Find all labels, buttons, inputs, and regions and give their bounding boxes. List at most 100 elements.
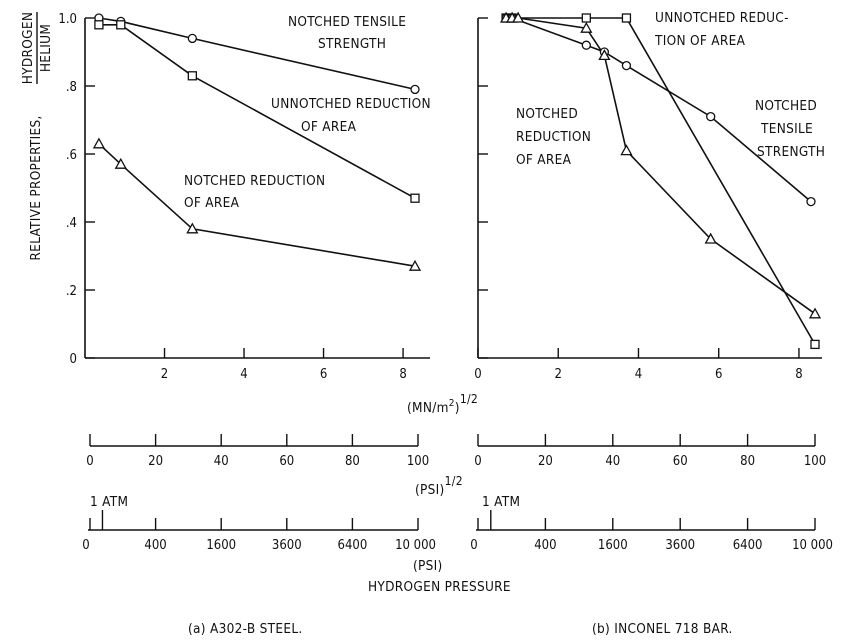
panel-b-triangle-marker bbox=[704, 232, 717, 244]
panel-b-series-lines bbox=[506, 17, 816, 345]
panel-a-xtick-label: 8 bbox=[399, 367, 406, 382]
psi-tick-label-b: 3600 bbox=[665, 538, 695, 553]
psi-tick-label-b: 0 bbox=[470, 538, 477, 553]
psi-sqrt-tick-label-a: 0 bbox=[86, 454, 93, 469]
caption-panel-b: (b) INCONEL 718 BAR. bbox=[592, 621, 733, 637]
panel-a-xtick-label: 2 bbox=[161, 367, 168, 382]
panel-b-circle-marker bbox=[706, 111, 716, 122]
psi-sqrt-tick-label-b: 0 bbox=[474, 454, 481, 469]
panel-b-xtick-label: 2 bbox=[555, 367, 562, 382]
panel-b-series-line-square bbox=[506, 17, 816, 345]
panel-a-series-markers bbox=[92, 13, 422, 271]
panel-a-x-ticks: 2 4 6 8 bbox=[161, 348, 407, 382]
panel-b-circle-marker bbox=[806, 196, 816, 207]
panel-b-y-ticks bbox=[478, 17, 488, 359]
label-b-nts-line2: TENSILE bbox=[760, 121, 813, 137]
x-axis-label-main: (MN/m2)1/2 bbox=[407, 392, 478, 416]
psi-sqrt-scales: 0 20 40 60 80 100 0 20 40 60 80 100 bbox=[86, 434, 826, 469]
caption-panel-a: (a) A302-B STEEL. bbox=[188, 621, 303, 637]
label-a-urda-line1: UNNOTCHED REDUCTION bbox=[271, 96, 431, 112]
label-b-nrda-line3: OF AREA bbox=[516, 152, 572, 168]
panel-b-xtick-label: 0 bbox=[474, 367, 481, 382]
y-axis-label: RELATIVE PROPERTIES, HYDROGEN HELIUM bbox=[20, 12, 54, 261]
label-a-nrda-line2: OF AREA bbox=[184, 195, 240, 211]
panel-a-circle-marker bbox=[410, 84, 420, 95]
label-a-nrda-line1: NOTCHED REDUCTION bbox=[184, 173, 325, 189]
panel-b-xtick-label: 4 bbox=[635, 367, 642, 382]
psi-tick-label-a: 0 bbox=[82, 538, 89, 553]
atm-label-b: 1 ATM bbox=[482, 494, 520, 510]
psi-sqrt-tick-label-a: 80 bbox=[345, 454, 360, 469]
panel-a-series-line-circle bbox=[98, 17, 416, 91]
psi-sqrt-label-exponent: 1/2 bbox=[445, 474, 463, 488]
psi-tick-label-a: 1600 bbox=[206, 538, 236, 553]
panel-a-y-ticks: 0 .2 .4 .6 .8 1.0 bbox=[58, 12, 95, 367]
panel-a-series-line-triangle bbox=[98, 143, 416, 267]
hydrogen-pressure-label: HYDROGEN PRESSURE bbox=[368, 579, 511, 595]
psi-sqrt-label: (PSI)1/2 bbox=[415, 474, 463, 498]
svg-text:(PSI)1/2: (PSI)1/2 bbox=[415, 474, 463, 498]
panel-b-circle-marker bbox=[581, 40, 591, 50]
panel-a-ytick-label: 0 bbox=[70, 352, 77, 367]
label-b-urda-line1: UNNOTCHED REDUC- bbox=[655, 10, 789, 26]
psi-tick-label-b: 6400 bbox=[733, 538, 763, 553]
psi-sqrt-tick-label-b: 100 bbox=[804, 454, 826, 469]
panel-b-triangle-marker bbox=[598, 49, 611, 61]
panel-b-series-markers bbox=[499, 11, 822, 350]
panel-b-square-marker bbox=[810, 339, 820, 350]
psi-tick-label-a: 3600 bbox=[272, 538, 302, 553]
chart-panel-b: 0 2 4 6 8 UNNOTCHED REDUC- TION OF AREA NOTC… bbox=[474, 10, 825, 382]
label-a-nts-line1: NOTCHED TENSILE bbox=[288, 14, 406, 30]
chart-panel-a: 0 .2 .4 .6 .8 1.0 2 4 6 8 NOTCHED TENSILE STRENG… bbox=[58, 12, 431, 382]
psi-tick-label-a: 10 000 bbox=[395, 538, 436, 553]
panel-a-square-marker bbox=[94, 20, 104, 30]
psi-sqrt-tick-label-b: 20 bbox=[538, 454, 553, 469]
panel-a-square-marker bbox=[187, 71, 197, 81]
panel-b-triangle-marker bbox=[512, 11, 525, 23]
psi-tick-label-a: 6400 bbox=[338, 538, 368, 553]
panel-a-square-marker bbox=[410, 193, 420, 203]
panel-a-square-marker bbox=[116, 20, 126, 30]
panel-b-xtick-label: 6 bbox=[715, 367, 722, 382]
psi-scales: 0 400 1600 3600 6400 10 000 0 400 1600 3600 6400 10… bbox=[82, 510, 833, 553]
panel-a-ytick-label: .4 bbox=[66, 216, 77, 231]
label-b-urda-line2: TION OF AREA bbox=[654, 33, 746, 49]
x-axis-label-main-exponent: 1/2 bbox=[460, 392, 478, 406]
panel-a-triangle-marker bbox=[92, 137, 106, 149]
y-axis-label-text: RELATIVE PROPERTIES, bbox=[28, 115, 44, 260]
label-a-urda-line2: OF AREA bbox=[301, 119, 357, 135]
panel-b-xtick-label: 8 bbox=[795, 367, 802, 382]
panel-b-square-marker bbox=[581, 13, 591, 23]
psi-tick-label-b: 10 000 bbox=[792, 538, 833, 553]
x-axis-label-main-sup2: 2 bbox=[449, 398, 455, 409]
psi-sqrt-tick-label-a: 60 bbox=[279, 454, 294, 469]
panel-b-triangle-marker bbox=[808, 307, 822, 319]
panel-a-triangle-marker bbox=[186, 222, 199, 234]
y-axis-fraction-denominator: HELIUM bbox=[38, 24, 54, 72]
panel-b-x-ticks: 0 2 4 6 8 bbox=[474, 348, 803, 382]
psi-sqrt-label-text: (PSI) bbox=[415, 482, 445, 498]
panel-a-circle-marker bbox=[187, 33, 197, 44]
x-axis-label-main-text: (MN/m bbox=[407, 400, 449, 416]
psi-tick-label-b: 1600 bbox=[598, 538, 628, 553]
psi-tick-label-a: 400 bbox=[144, 538, 166, 553]
psi-sqrt-tick-label-a: 100 bbox=[407, 454, 429, 469]
panel-b-square-marker bbox=[621, 13, 632, 23]
panel-b-series-labels: UNNOTCHED REDUC- TION OF AREA NOTCHED TE… bbox=[516, 10, 825, 168]
panel-a-xtick-label: 4 bbox=[240, 367, 247, 382]
svg-text:(MN/m2)1/2: (MN/m2)1/2 bbox=[407, 392, 478, 416]
panel-a-ytick-label: .2 bbox=[66, 284, 77, 299]
panel-a-series-lines bbox=[98, 17, 416, 267]
panel-a-triangle-marker bbox=[114, 157, 127, 169]
label-a-nts-line2: STRENGTH bbox=[318, 36, 386, 52]
y-axis-fraction-numerator: HYDROGEN bbox=[20, 12, 36, 84]
panel-b-triangle-marker bbox=[580, 21, 593, 33]
label-b-nts-line3: STRENGTH bbox=[757, 144, 825, 160]
panel-b-triangle-marker bbox=[620, 144, 633, 156]
panel-a-series-line-square bbox=[98, 23, 416, 199]
psi-sqrt-tick-label-a: 20 bbox=[148, 454, 163, 469]
label-b-nrda-line2: REDUCTION bbox=[516, 129, 591, 145]
atm-label-a: 1 ATM bbox=[90, 494, 128, 510]
panel-a-ytick-label: .6 bbox=[66, 148, 77, 163]
